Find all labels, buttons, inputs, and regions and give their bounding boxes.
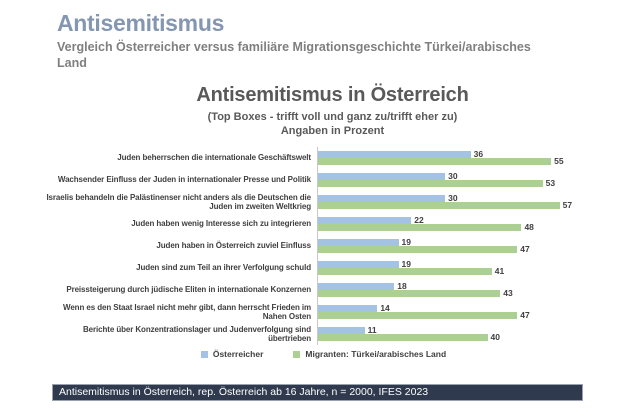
category-label: Israelis behandeln die Palästinenser nic… xyxy=(46,192,311,211)
chart-row: Juden beherrschen die internationale Ges… xyxy=(45,147,602,169)
category-label: Juden beherrschen die internationale Ges… xyxy=(117,153,311,163)
bar-line: 48 xyxy=(318,222,602,232)
category-label: Juden haben in Österreich zuviel Einflus… xyxy=(156,241,311,251)
bar-line: 19 xyxy=(318,237,602,247)
chart-row: Juden haben wenig Interesse sich zu inte… xyxy=(45,213,602,235)
value-label: 57 xyxy=(562,200,573,210)
value-label: 19 xyxy=(401,259,411,269)
category-label: Juden haben wenig Interesse sich zu inte… xyxy=(131,219,311,229)
bar-chart: Juden beherrschen die internationale Ges… xyxy=(45,147,602,345)
legend-swatch xyxy=(200,350,208,358)
value-label: 36 xyxy=(473,149,484,159)
bar-group: 19 41 xyxy=(317,257,602,279)
chart-header: Antisemitismus in Österreich (Top Boxes … xyxy=(45,84,620,137)
category-label: Berichte über Konzentrationslager und Ju… xyxy=(82,324,311,343)
legend-item: Österreicher xyxy=(200,349,264,359)
category-label: Wachsender Einfluss der Juden in interna… xyxy=(57,175,311,185)
page-header: Antisemitismus Vergleich Österreicher ve… xyxy=(57,10,562,71)
value-label: 11 xyxy=(367,325,377,335)
value-label: 30 xyxy=(448,171,458,181)
bar xyxy=(318,224,522,231)
bar xyxy=(318,246,518,253)
value-label: 22 xyxy=(414,215,424,225)
bar-group: 19 47 xyxy=(317,235,602,257)
bar-line: 40 xyxy=(318,332,602,342)
bar xyxy=(318,290,501,297)
bar-line: 22 xyxy=(318,215,602,225)
bar-line: 43 xyxy=(318,288,602,298)
chart-row: Israelis behandeln die Palästinenser nic… xyxy=(45,191,602,213)
bar xyxy=(318,312,518,319)
bar xyxy=(318,305,378,312)
bar-line: 47 xyxy=(318,244,602,254)
bar-group: 30 53 xyxy=(317,169,602,191)
bar-group: 11 40 xyxy=(317,323,602,345)
bar-group: 30 57 xyxy=(317,191,602,213)
bar xyxy=(318,261,399,268)
bar-line: 57 xyxy=(318,200,602,210)
bar xyxy=(318,217,412,224)
bar xyxy=(318,202,560,209)
chart-subtitle: (Top Boxes - trifft voll und ganz zu/tri… xyxy=(207,111,458,123)
value-label: 47 xyxy=(520,310,530,320)
bar-group: 18 43 xyxy=(317,279,602,301)
category-label: Wenn es den Staat Israel nicht mehr gibt… xyxy=(63,302,311,321)
bar-line: 14 xyxy=(318,303,602,313)
legend-item: Migranten: Türkei/arabisches Land xyxy=(293,349,446,359)
bar-group: 36 55 xyxy=(317,147,602,169)
legend-swatch xyxy=(293,350,301,358)
value-label: 53 xyxy=(545,178,556,188)
page-title: Antisemitismus xyxy=(57,10,225,36)
chart-unit-note: Angaben in Prozent xyxy=(280,125,385,137)
value-label: 48 xyxy=(524,222,534,232)
bar xyxy=(318,173,446,180)
bar xyxy=(318,151,471,158)
bar xyxy=(318,268,492,275)
value-label: 43 xyxy=(503,288,513,298)
bar xyxy=(318,158,552,165)
bar-line: 11 xyxy=(318,325,602,335)
value-label: 47 xyxy=(520,244,530,254)
bar-line: 30 xyxy=(318,171,602,181)
value-label: 14 xyxy=(380,303,390,313)
category-label: Preissteigerung durch jüdische Eliten in… xyxy=(66,285,311,295)
chart-row: Juden haben in Österreich zuviel Einflus… xyxy=(45,235,602,257)
value-label: 55 xyxy=(554,156,564,166)
bar-line: 19 xyxy=(318,259,602,269)
bar-line: 47 xyxy=(318,310,602,320)
value-label: 18 xyxy=(397,281,407,291)
bar-group: 22 48 xyxy=(317,213,602,235)
chart-row: Preissteigerung durch jüdische Eliten in… xyxy=(45,279,602,301)
chart-title: Antisemitismus in Österreich xyxy=(196,84,469,106)
bar-line: 53 xyxy=(318,178,602,188)
bar xyxy=(318,239,399,246)
bar xyxy=(318,283,395,290)
bar-line: 30 xyxy=(318,193,602,203)
bar-line: 36 xyxy=(318,149,602,159)
bar-line: 41 xyxy=(318,266,602,276)
bar xyxy=(318,195,446,202)
bar-group: 14 47 xyxy=(317,301,602,323)
legend-label: Migranten: Türkei/arabisches Land xyxy=(305,349,447,359)
category-label: Juden sind zum Teil an ihrer Verfolgung … xyxy=(136,263,311,273)
source-bar: Antisemitismus in Österreich, rep. Öster… xyxy=(52,384,583,401)
chart-row: Berichte über Konzentrationslager und Ju… xyxy=(45,323,602,345)
chart-row: Wenn es den Staat Israel nicht mehr gibt… xyxy=(45,301,602,323)
value-label: 40 xyxy=(490,332,501,342)
bar xyxy=(318,327,365,334)
page-subtitle: Vergleich Österreicher versus familiäre … xyxy=(57,40,531,70)
bar xyxy=(318,334,488,341)
legend: Österreicher Migranten: Türkei/arabische… xyxy=(45,349,602,359)
chart-row: Juden sind zum Teil an ihrer Verfolgung … xyxy=(45,257,602,279)
value-label: 41 xyxy=(494,266,505,276)
value-label: 30 xyxy=(448,193,458,203)
value-label: 19 xyxy=(401,237,411,247)
bar-line: 55 xyxy=(318,156,602,166)
bar-line: 18 xyxy=(318,281,602,291)
legend-label: Österreicher xyxy=(212,349,264,359)
bar xyxy=(318,180,543,187)
chart-row: Wachsender Einfluss der Juden in interna… xyxy=(45,169,602,191)
